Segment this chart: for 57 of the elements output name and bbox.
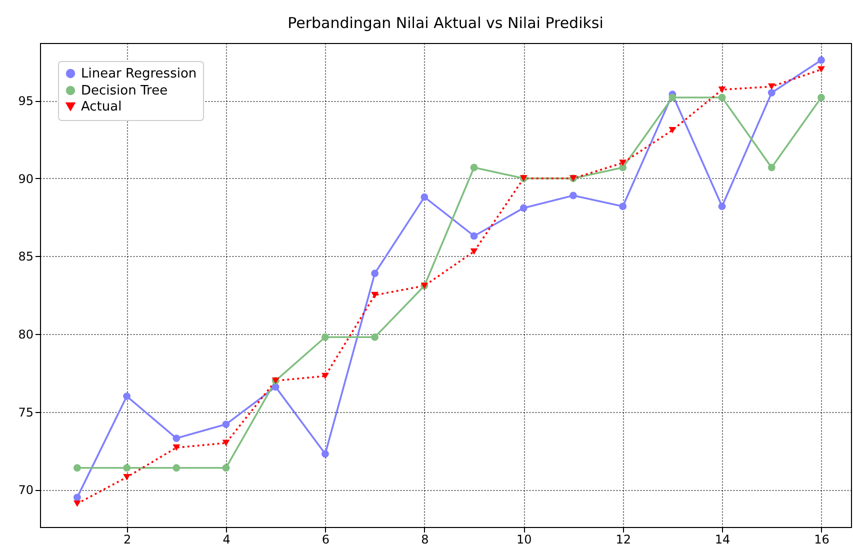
point bbox=[222, 464, 230, 472]
point bbox=[668, 94, 676, 102]
point bbox=[123, 474, 131, 480]
point bbox=[619, 164, 627, 172]
point bbox=[668, 126, 676, 134]
x-tick-label: 10 bbox=[516, 532, 532, 546]
x-tick-label: 12 bbox=[616, 532, 631, 546]
point bbox=[570, 192, 577, 200]
point bbox=[619, 202, 627, 210]
point bbox=[818, 56, 825, 64]
point bbox=[123, 464, 131, 472]
y-tick-label: 70 bbox=[18, 483, 34, 498]
point bbox=[768, 83, 776, 90]
point bbox=[520, 204, 528, 212]
legend-label: Linear Regression bbox=[81, 66, 197, 82]
point bbox=[172, 434, 180, 442]
point bbox=[718, 94, 726, 102]
point bbox=[619, 160, 627, 166]
point bbox=[322, 450, 329, 458]
point bbox=[73, 464, 81, 472]
point bbox=[470, 232, 478, 240]
y-tick-label: 85 bbox=[18, 250, 34, 264]
point bbox=[818, 66, 825, 73]
y-tick-label: 90 bbox=[18, 172, 34, 186]
point bbox=[123, 392, 131, 400]
point bbox=[470, 248, 478, 255]
point bbox=[470, 164, 478, 172]
point bbox=[322, 333, 329, 341]
x-tick-label: 16 bbox=[814, 532, 830, 546]
chart-title: Perbandingan Nilai Aktual vs Nilai Prediksi bbox=[288, 14, 604, 32]
legend-label: Actual bbox=[81, 100, 122, 114]
point bbox=[272, 383, 280, 391]
point bbox=[371, 270, 379, 278]
point bbox=[222, 420, 230, 428]
point bbox=[768, 164, 776, 172]
point bbox=[73, 494, 81, 502]
point bbox=[172, 464, 180, 472]
point bbox=[420, 193, 428, 201]
point bbox=[73, 500, 81, 507]
point bbox=[322, 372, 329, 380]
point bbox=[818, 94, 825, 102]
point bbox=[768, 89, 776, 96]
legend-label: Decision Tree bbox=[81, 84, 168, 98]
point bbox=[172, 444, 180, 451]
point bbox=[222, 440, 230, 446]
x-tick-label: 2 bbox=[123, 532, 132, 546]
y-tick-label: 75 bbox=[18, 405, 34, 420]
x-tick-label: 14 bbox=[714, 532, 730, 546]
point bbox=[371, 292, 379, 298]
x-tick-label: 8 bbox=[421, 532, 429, 546]
point bbox=[371, 333, 379, 341]
y-tick-label: 80 bbox=[18, 328, 34, 342]
y-tick-label: 95 bbox=[18, 94, 34, 108]
point bbox=[718, 202, 726, 210]
x-tick-label: 4 bbox=[222, 532, 230, 546]
point bbox=[718, 86, 726, 93]
x-tick-label: 6 bbox=[322, 532, 330, 546]
